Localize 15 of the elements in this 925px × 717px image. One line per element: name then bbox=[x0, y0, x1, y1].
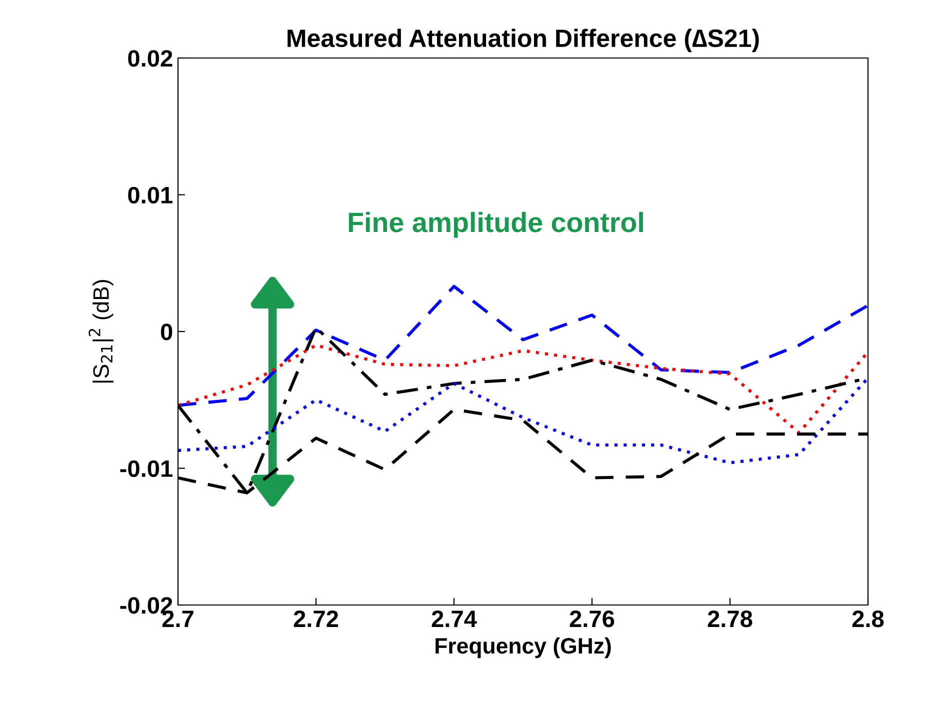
y-tick-label: 0 bbox=[160, 324, 172, 340]
x-tick-label: 2.78 bbox=[708, 610, 752, 628]
x-tick-label: 2.8 bbox=[852, 610, 884, 628]
x-tick-label: 2.76 bbox=[570, 610, 614, 628]
annotation: Fine amplitude control bbox=[348, 212, 643, 238]
y-tick-label: 0.01 bbox=[128, 186, 172, 204]
x-tick-label: 2.74 bbox=[432, 610, 477, 627]
line-series bbox=[178, 284, 868, 407]
y-axis-title: |S$_{21}$|$^{2}$ (dB) bbox=[88, 280, 114, 383]
x-tick-label: 2.72 bbox=[294, 610, 338, 627]
y-tick-label: -0.01 bbox=[120, 460, 172, 478]
y-tick-label: 0.02 bbox=[128, 50, 172, 67]
x-axis-title: Frequency (GHz) bbox=[436, 637, 611, 658]
chart-title: Measured Attenuation Difference (∆S21) bbox=[288, 28, 759, 52]
line-series bbox=[178, 344, 868, 434]
